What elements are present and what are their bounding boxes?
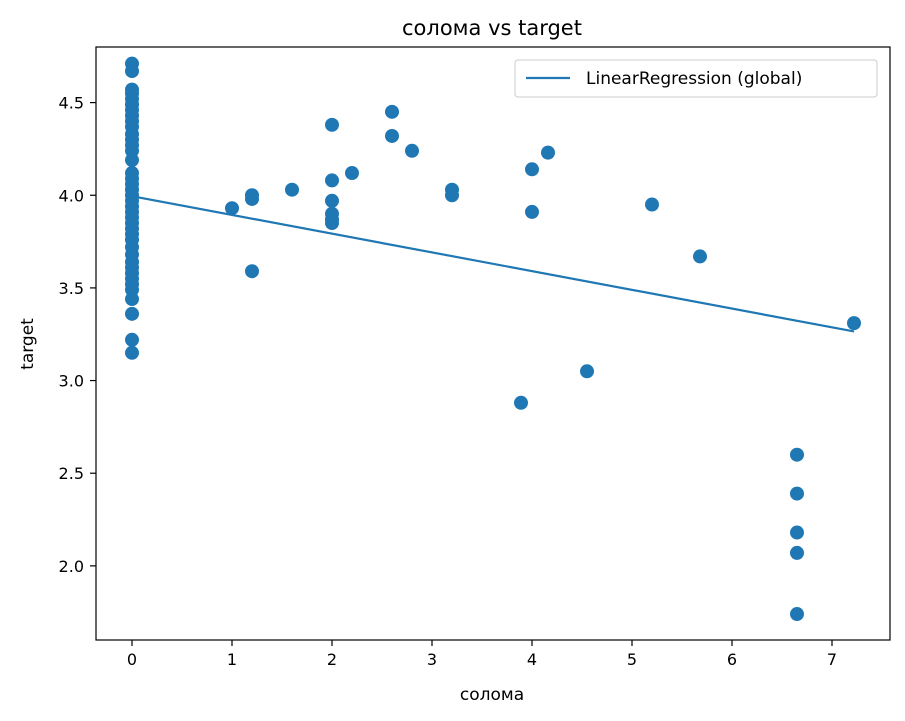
data-point xyxy=(693,249,707,264)
y-axis-label: target xyxy=(18,318,38,370)
data-point xyxy=(790,447,804,462)
y-tick-label: 3.5 xyxy=(59,279,84,298)
legend-label: LinearRegression (global) xyxy=(586,69,802,89)
data-point xyxy=(325,216,339,231)
y-tick-label: 3.0 xyxy=(59,372,84,391)
data-point xyxy=(790,607,804,622)
data-point xyxy=(125,345,139,360)
data-point xyxy=(445,188,459,203)
data-point xyxy=(125,306,139,321)
y-tick-label: 4.0 xyxy=(59,186,84,205)
data-point xyxy=(325,193,339,208)
data-point xyxy=(285,182,299,197)
data-point xyxy=(525,204,539,219)
data-point xyxy=(125,292,139,307)
data-point xyxy=(125,64,139,79)
legend-box xyxy=(514,59,878,98)
data-point xyxy=(645,197,659,212)
data-point xyxy=(405,143,419,158)
data-point xyxy=(245,191,259,206)
data-point xyxy=(325,173,339,188)
regression-line xyxy=(131,195,855,333)
data-point xyxy=(790,545,804,560)
legend: LinearRegression (global) xyxy=(514,59,878,98)
x-tick-label: 5 xyxy=(627,650,637,669)
x-tick-label: 3 xyxy=(427,650,437,669)
x-tick-label: 4 xyxy=(527,650,537,669)
data-point xyxy=(541,145,555,160)
y-tick-label: 2.5 xyxy=(59,464,84,483)
data-point xyxy=(385,104,399,119)
data-point xyxy=(225,201,239,216)
x-tick-label: 0 xyxy=(127,650,137,669)
data-point xyxy=(125,332,139,347)
x-tick-label: 7 xyxy=(827,650,837,669)
data-point xyxy=(514,395,528,410)
data-point xyxy=(125,153,139,168)
y-tick-label: 2.0 xyxy=(59,557,84,576)
chart-title: солома vs target xyxy=(402,16,582,40)
y-tick-label: 4.5 xyxy=(59,94,84,113)
data-point xyxy=(325,117,339,132)
data-point xyxy=(580,364,594,379)
data-point xyxy=(790,525,804,540)
data-point xyxy=(245,264,259,279)
regression-line-layer xyxy=(131,195,855,333)
y-axis-ticks: 2.0 2.5 3.0 3.5 4.0 4.5 xyxy=(59,94,96,576)
x-tick-label: 1 xyxy=(227,650,237,669)
x-axis-label: солома xyxy=(460,685,524,705)
x-tick-label: 6 xyxy=(727,650,737,669)
data-point xyxy=(847,316,861,331)
data-point xyxy=(385,128,399,143)
data-point xyxy=(790,486,804,501)
x-tick-label: 2 xyxy=(327,650,337,669)
data-point xyxy=(345,166,359,181)
x-axis-ticks: 0 1 2 3 4 5 6 7 xyxy=(127,640,837,669)
plot-frame xyxy=(95,46,891,641)
data-point xyxy=(525,162,539,177)
points-layer xyxy=(125,56,861,622)
